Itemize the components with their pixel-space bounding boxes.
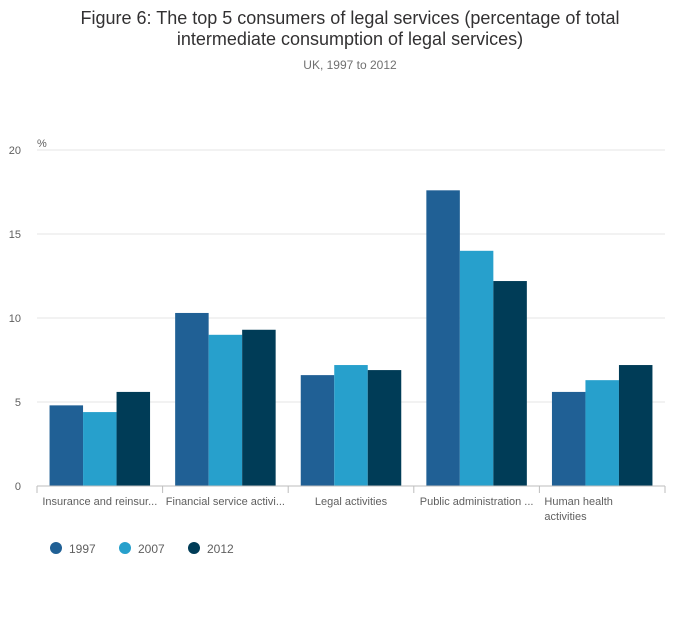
x-category-label: Legal activities	[315, 496, 388, 508]
x-category-label: Financial service activi...	[166, 496, 285, 508]
bar-1997-3	[426, 190, 460, 486]
x-axis-category-labels: Insurance and reinsur... Financial servic…	[42, 496, 613, 523]
bar-2012-4	[618, 365, 653, 486]
y-tick-label: 10	[9, 313, 21, 325]
bar-2012-0	[116, 391, 151, 486]
bars	[49, 190, 653, 486]
chart-subtitle: UK, 1997 to 2012	[303, 58, 397, 72]
bar-2012-2	[367, 370, 402, 486]
y-axis-unit-label: %	[37, 138, 47, 150]
x-axis	[36, 485, 666, 493]
bar-2007-0	[83, 412, 117, 486]
chart-title: Figure 6: The top 5 consumers of legal s…	[81, 8, 620, 49]
y-tick-label: 5	[15, 397, 21, 409]
x-category-label: Insurance and reinsur...	[42, 496, 157, 508]
y-axis-ticks: 0 5 10 15 20	[9, 145, 21, 493]
legend-label: 2012	[207, 542, 234, 556]
chart-title-line-1: Figure 6: The top 5 consumers of legal s…	[81, 8, 620, 28]
x-category-label: Human health	[544, 496, 613, 508]
bar-2007-2	[334, 365, 368, 486]
legend-item-2012[interactable]: 2012	[188, 542, 234, 556]
y-tick-label: 15	[9, 229, 21, 241]
legend-item-2007[interactable]: 2007	[119, 542, 165, 556]
bar-1997-1	[175, 312, 209, 486]
legend-label: 2007	[138, 542, 165, 556]
bar-2007-3	[459, 250, 494, 486]
chart-title-line-2: intermediate consumption of legal servic…	[177, 29, 523, 49]
legend-swatch	[119, 542, 131, 554]
y-tick-label: 20	[9, 145, 21, 157]
legend-swatch	[50, 542, 62, 554]
x-category-label: activities	[544, 511, 587, 523]
legend: 1997 2007 2012	[50, 542, 234, 556]
bar-2012-1	[242, 329, 276, 486]
legend-item-1997[interactable]: 1997	[50, 542, 96, 556]
bar-1997-0	[49, 405, 84, 486]
bar-1997-4	[551, 391, 586, 486]
bar-2007-4	[585, 380, 619, 486]
y-tick-label: 0	[15, 481, 21, 493]
gridlines	[37, 149, 665, 403]
x-category-label: Public administration ...	[420, 496, 534, 508]
legend-swatch	[188, 542, 200, 554]
bar-2012-3	[493, 281, 527, 486]
legend-label: 1997	[69, 542, 96, 556]
bar-2007-1	[208, 334, 243, 486]
bar-1997-2	[300, 375, 335, 486]
